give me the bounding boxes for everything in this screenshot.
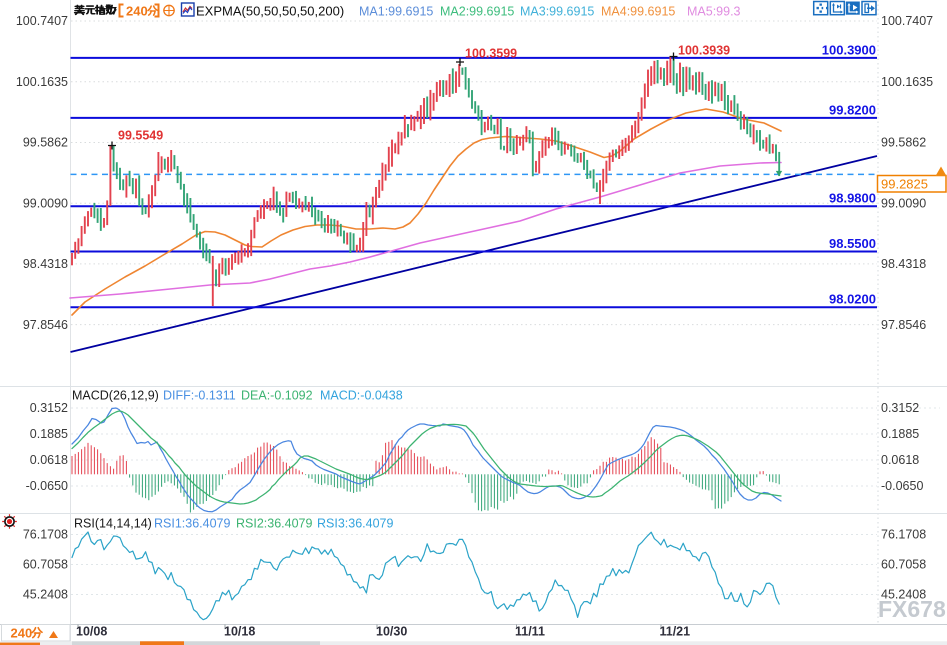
svg-text:10/18: 10/18 [224, 625, 255, 639]
svg-text:240: 240 [126, 4, 148, 19]
svg-text:100.3939: 100.3939 [678, 44, 730, 58]
svg-text:FX678: FX678 [878, 596, 946, 622]
svg-text:10/30: 10/30 [376, 625, 407, 639]
svg-text:-0.0650: -0.0650 [881, 479, 923, 493]
svg-text:RSI2:36.4079: RSI2:36.4079 [236, 517, 312, 531]
svg-text:0.1885: 0.1885 [30, 427, 68, 441]
svg-text:100.1635: 100.1635 [16, 75, 68, 89]
svg-text:MACD:-0.0438: MACD:-0.0438 [320, 389, 403, 403]
svg-text:MA4:99.6915: MA4:99.6915 [601, 5, 675, 19]
svg-text:100.1635: 100.1635 [881, 75, 933, 89]
svg-text:100.3599: 100.3599 [465, 47, 517, 61]
svg-text:97.8546: 97.8546 [881, 318, 926, 332]
svg-text:99.5862: 99.5862 [881, 136, 926, 150]
svg-text:99.2825: 99.2825 [881, 177, 928, 192]
svg-text:RSI(14,14,14): RSI(14,14,14) [74, 517, 152, 531]
svg-text:11/21: 11/21 [660, 625, 691, 639]
svg-text:240: 240 [11, 626, 33, 641]
svg-text:MA1:99.6915: MA1:99.6915 [359, 5, 433, 19]
svg-text:99.5549: 99.5549 [118, 129, 163, 143]
svg-text:99.0090: 99.0090 [23, 196, 68, 210]
svg-text:76.1708: 76.1708 [23, 528, 68, 542]
svg-text:MA5:99.3: MA5:99.3 [687, 5, 741, 19]
svg-text:10/08: 10/08 [76, 625, 107, 639]
svg-text:MA2:99.6915: MA2:99.6915 [440, 5, 514, 19]
svg-text:0.0618: 0.0618 [881, 453, 919, 467]
svg-text:98.4318: 98.4318 [23, 257, 68, 271]
svg-text:60.7058: 60.7058 [881, 558, 926, 572]
svg-text:0.0618: 0.0618 [30, 453, 68, 467]
svg-text:45.2408: 45.2408 [23, 588, 68, 602]
svg-text:MACD(26,12,9): MACD(26,12,9) [72, 389, 159, 403]
svg-text:98.9800: 98.9800 [829, 191, 876, 206]
svg-text:99.8200: 99.8200 [829, 102, 876, 117]
svg-text:0.1885: 0.1885 [881, 427, 919, 441]
svg-text:RSI1:36.4079: RSI1:36.4079 [154, 517, 230, 531]
svg-text:98.4318: 98.4318 [881, 257, 926, 271]
svg-text:0.3152: 0.3152 [881, 401, 919, 415]
svg-text:60.7058: 60.7058 [23, 558, 68, 572]
svg-text:100.7407: 100.7407 [16, 14, 68, 28]
svg-text:98.0200: 98.0200 [829, 292, 876, 307]
svg-text:100.7407: 100.7407 [881, 14, 933, 28]
svg-text:0.3152: 0.3152 [30, 401, 68, 415]
svg-text:MA3:99.6915: MA3:99.6915 [520, 5, 594, 19]
svg-text:11/11: 11/11 [515, 625, 545, 639]
svg-text:45.2408: 45.2408 [881, 588, 926, 602]
svg-text:76.1708: 76.1708 [881, 528, 926, 542]
svg-text:DEA:-0.1092: DEA:-0.1092 [241, 389, 313, 403]
svg-text:100.3900: 100.3900 [822, 42, 876, 57]
svg-text:99.0090: 99.0090 [881, 196, 926, 210]
svg-text:RSI3:36.4079: RSI3:36.4079 [317, 517, 393, 531]
svg-text:EXPMA(50,50,50,50,200): EXPMA(50,50,50,50,200) [196, 4, 344, 19]
svg-text:-0.0650: -0.0650 [26, 479, 68, 493]
svg-text:98.5500: 98.5500 [829, 236, 876, 251]
svg-text:99.5862: 99.5862 [23, 136, 68, 150]
svg-text:DIFF:-0.1311: DIFF:-0.1311 [163, 389, 236, 403]
svg-text:97.8546: 97.8546 [23, 318, 68, 332]
